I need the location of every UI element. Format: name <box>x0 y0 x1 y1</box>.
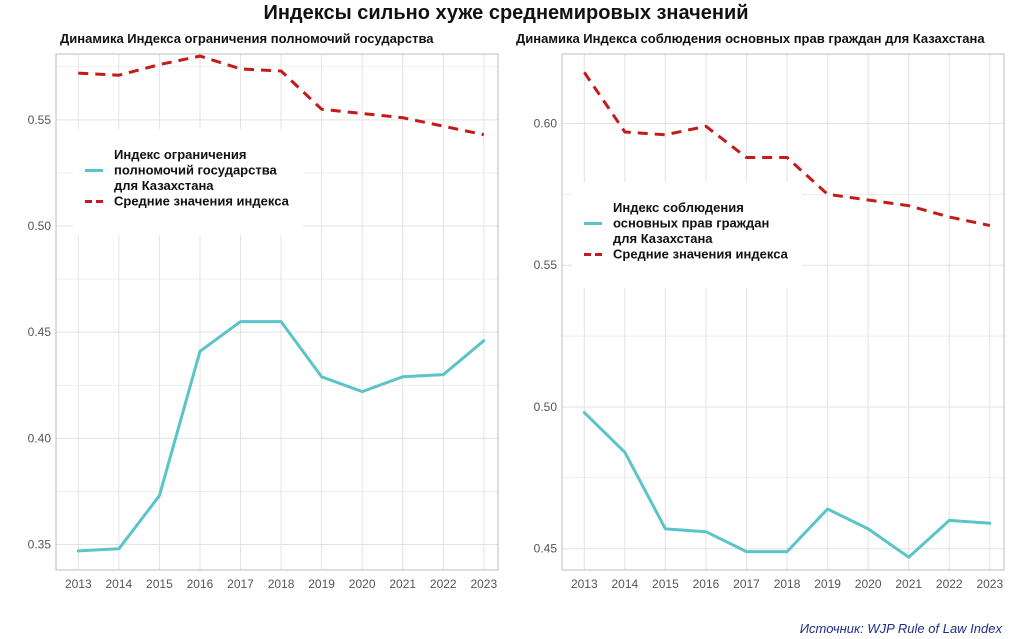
x-tick-label: 2015 <box>146 577 173 591</box>
y-tick-label: 0.35 <box>28 538 52 552</box>
plot-area-right: 0.45 0.50 0.55 0.60 2013 2014 2015 2016 2017 2018… <box>534 53 1005 591</box>
legend-label: для Казахстана <box>114 178 214 193</box>
legend-label: полномочий государства <box>114 163 278 178</box>
plot-area-left: 0.35 0.40 0.45 0.50 0.55 2013 2014 2015 2016 2017… <box>28 53 499 591</box>
x-tick-label: 2017 <box>227 577 254 591</box>
y-tick-label: 0.55 <box>28 113 52 127</box>
legend-background <box>73 129 303 235</box>
x-tick-label: 2016 <box>693 577 720 591</box>
x-tick-label: 2018 <box>268 577 295 591</box>
x-tick-label: 2013 <box>571 577 598 591</box>
main-title: Индексы сильно хуже среднемировых значен… <box>263 2 749 24</box>
panel-border <box>561 53 1005 571</box>
x-tick-label: 2017 <box>733 577 760 591</box>
x-tick-label: 2023 <box>470 577 497 591</box>
chart-left-title: Динамика Индекса ограничения полномочий … <box>60 31 434 46</box>
y-tick-label: 0.55 <box>534 258 558 272</box>
legend-label: Средние значения индекса <box>613 247 789 262</box>
y-tick-label: 0.50 <box>534 400 558 414</box>
x-tick-label: 2015 <box>652 577 679 591</box>
legend-label: Средние значения индекса <box>114 194 290 209</box>
y-tick-label: 0.60 <box>534 116 558 130</box>
x-tick-label: 2020 <box>349 577 376 591</box>
panel-border <box>55 53 499 571</box>
legend-background <box>572 182 802 288</box>
x-tick-label: 2021 <box>895 577 922 591</box>
chart-citizen-rights: Динамика Индекса соблюдения основных пра… <box>516 31 1005 591</box>
x-tick-label: 2022 <box>936 577 963 591</box>
y-tick-label: 0.45 <box>28 325 52 339</box>
legend-label: для Казахстана <box>613 231 713 246</box>
x-tick-label: 2016 <box>187 577 214 591</box>
legend-label: основных прав граждан <box>613 216 769 231</box>
x-tick-label: 2019 <box>814 577 841 591</box>
x-tick-label: 2020 <box>855 577 882 591</box>
x-tick-label: 2014 <box>106 577 133 591</box>
chart-state-powers: Динамика Индекса ограничения полномочий … <box>28 31 499 591</box>
source-note: Источник: WJP Rule of Law Index <box>799 621 1002 636</box>
x-tick-label: 2021 <box>389 577 416 591</box>
legend-label: Индекс соблюдения <box>613 200 744 215</box>
x-tick-label: 2018 <box>774 577 801 591</box>
y-tick-label: 0.45 <box>534 542 558 556</box>
x-tick-label: 2022 <box>430 577 457 591</box>
chart-right-title: Динамика Индекса соблюдения основных пра… <box>516 31 985 46</box>
x-tick-label: 2014 <box>612 577 639 591</box>
y-tick-label: 0.40 <box>28 431 52 445</box>
x-tick-label: 2023 <box>976 577 1003 591</box>
x-tick-label: 2019 <box>308 577 335 591</box>
y-tick-label: 0.50 <box>28 219 52 233</box>
legend-label: Индекс ограничения <box>114 147 246 162</box>
x-tick-label: 2013 <box>65 577 92 591</box>
